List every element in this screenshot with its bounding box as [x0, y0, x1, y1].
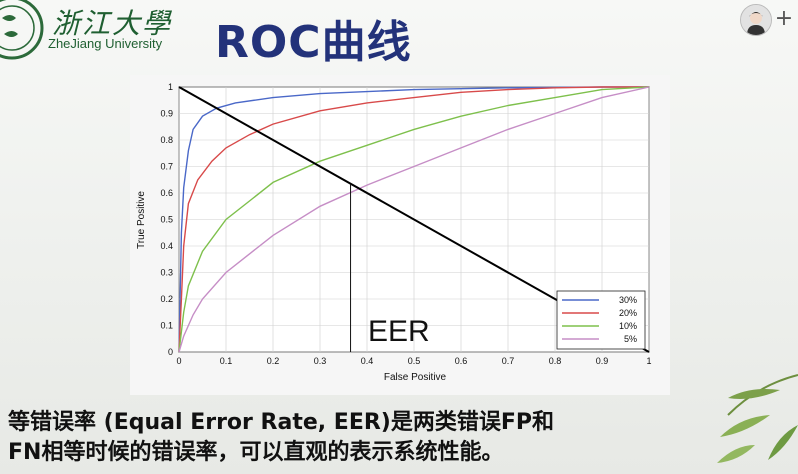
- y-tick-label: 0.4: [160, 241, 173, 251]
- y-tick-label: 0: [168, 347, 173, 357]
- x-tick-label: 1: [646, 356, 651, 366]
- caption-text: 等错误率 (Equal Error Rate, EER)是两类错误FP和 FN相…: [8, 408, 798, 468]
- caption-line-1: 等错误率 (Equal Error Rate, EER)是两类错误FP和: [8, 410, 554, 435]
- y-tick-label: 1: [168, 82, 173, 92]
- x-tick-label: 0.5: [408, 356, 421, 366]
- x-axis-label: False Positive: [384, 372, 447, 383]
- legend-label: 20%: [619, 308, 637, 318]
- x-tick-label: 0.9: [596, 356, 609, 366]
- x-tick-label: 0.4: [361, 356, 374, 366]
- y-tick-label: 0.6: [160, 188, 173, 198]
- slide-title: ROC曲线: [215, 17, 412, 68]
- y-tick-label: 0.7: [160, 162, 173, 172]
- x-tick-label: 0.2: [267, 356, 280, 366]
- y-tick-label: 0.1: [160, 321, 173, 331]
- y-axis-label: True Positive: [136, 191, 147, 249]
- y-tick-label: 0.9: [160, 109, 173, 119]
- eer-annotation: EER: [368, 315, 430, 348]
- legend-label: 10%: [619, 321, 637, 331]
- y-tick-label: 0.2: [160, 294, 173, 304]
- legend-label: 5%: [624, 334, 637, 344]
- roc-figure: 0 0.1 0.2 0.3 0.4 0.5 0.6 0.7 0.8 0.9 1 0 0.1 0.2 0.3 0…: [130, 75, 670, 395]
- roc-series-2: [178, 86, 650, 353]
- x-tick-label: 0: [176, 356, 181, 366]
- roc-series-1: [178, 86, 649, 353]
- y-tick-label: 0.8: [160, 135, 173, 145]
- user-avatar-icon[interactable]: [740, 4, 772, 36]
- x-tick-label: 0.6: [455, 356, 468, 366]
- x-tick-label: 0.1: [220, 356, 233, 366]
- y-tick-label: 0.3: [160, 268, 173, 278]
- add-button[interactable]: +: [774, 6, 794, 31]
- roc-series-3: [178, 86, 650, 353]
- university-logo: 浙江大學 ZheJiang University: [0, 0, 215, 62]
- roc-series-0: [178, 86, 649, 353]
- y-tick-label: 0.5: [160, 215, 173, 225]
- x-tick-label: 0.7: [502, 356, 515, 366]
- roc-chart: 0 0.1 0.2 0.3 0.4 0.5 0.6 0.7 0.8 0.9 1 0 0.1 0.2 0.3 0…: [136, 82, 652, 383]
- logo-script-text: 浙江大學: [52, 7, 173, 40]
- x-tick-label: 0.8: [549, 356, 562, 366]
- logo-english-text: ZheJiang University: [48, 36, 163, 51]
- bamboo-decoration-icon: [717, 374, 798, 463]
- legend-label: 30%: [619, 295, 637, 305]
- caption-line-2: FN相等时候的错误率，可以直观的表示系统性能。: [8, 440, 504, 465]
- university-seal-icon: [0, 0, 44, 60]
- x-tick-label: 0.3: [314, 356, 327, 366]
